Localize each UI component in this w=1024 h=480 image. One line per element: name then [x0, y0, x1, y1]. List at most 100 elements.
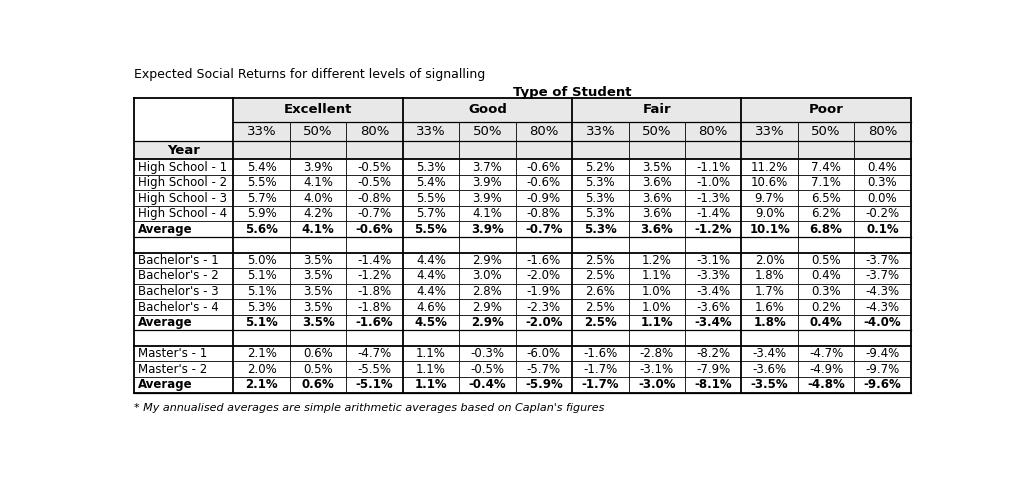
Text: -9.6%: -9.6%: [863, 378, 901, 391]
Text: -1.4%: -1.4%: [357, 254, 391, 267]
Text: 6.5%: 6.5%: [811, 192, 841, 204]
Text: -1.1%: -1.1%: [696, 160, 730, 173]
Text: Master's - 1: Master's - 1: [138, 347, 208, 360]
Text: 4.2%: 4.2%: [303, 207, 333, 220]
Text: 2.0%: 2.0%: [247, 363, 276, 376]
Text: 9.7%: 9.7%: [755, 192, 784, 204]
Text: -8.1%: -8.1%: [694, 378, 732, 391]
Text: -9.4%: -9.4%: [865, 347, 900, 360]
Text: -0.5%: -0.5%: [357, 160, 391, 173]
Text: -1.2%: -1.2%: [694, 223, 732, 236]
Text: 0.6%: 0.6%: [303, 347, 333, 360]
Text: 0.3%: 0.3%: [867, 176, 897, 189]
Text: 7.4%: 7.4%: [811, 160, 841, 173]
Text: -6.0%: -6.0%: [526, 347, 561, 360]
Text: -4.7%: -4.7%: [809, 347, 843, 360]
Text: -3.1%: -3.1%: [696, 254, 730, 267]
Text: -4.3%: -4.3%: [865, 300, 900, 313]
Text: 3.9%: 3.9%: [472, 176, 503, 189]
Text: -5.1%: -5.1%: [355, 378, 393, 391]
Text: 3.0%: 3.0%: [473, 269, 502, 282]
Text: -0.2%: -0.2%: [865, 207, 900, 220]
Text: 5.3%: 5.3%: [416, 160, 445, 173]
Text: 1.8%: 1.8%: [755, 269, 784, 282]
Text: 1.1%: 1.1%: [642, 269, 672, 282]
Text: -3.4%: -3.4%: [694, 316, 732, 329]
Text: -1.9%: -1.9%: [526, 285, 561, 298]
Text: Good: Good: [468, 104, 507, 117]
Text: 3.5%: 3.5%: [303, 254, 333, 267]
Text: Bachelor's - 1: Bachelor's - 1: [138, 254, 219, 267]
Text: -5.5%: -5.5%: [357, 363, 391, 376]
Text: Poor: Poor: [809, 104, 844, 117]
Text: * My annualised averages are simple arithmetic averages based on Caplan's figure: * My annualised averages are simple arit…: [134, 403, 604, 413]
Text: -3.0%: -3.0%: [638, 378, 676, 391]
Text: 5.2%: 5.2%: [586, 160, 615, 173]
Text: 5.1%: 5.1%: [247, 285, 276, 298]
Text: -0.7%: -0.7%: [357, 207, 391, 220]
Text: -2.0%: -2.0%: [525, 316, 562, 329]
Text: 4.4%: 4.4%: [416, 269, 445, 282]
Text: Bachelor's - 3: Bachelor's - 3: [138, 285, 219, 298]
Bar: [233, 121, 910, 141]
Text: 4.1%: 4.1%: [303, 176, 333, 189]
Text: Year: Year: [167, 144, 201, 156]
Text: 5.3%: 5.3%: [247, 300, 276, 313]
Bar: [233, 98, 910, 121]
Text: 5.1%: 5.1%: [245, 316, 278, 329]
Text: 2.9%: 2.9%: [472, 300, 503, 313]
Text: 5.3%: 5.3%: [584, 223, 616, 236]
Text: High School - 1: High School - 1: [138, 160, 227, 173]
Text: 3.5%: 3.5%: [303, 300, 333, 313]
Text: 2.8%: 2.8%: [472, 285, 503, 298]
Text: 1.8%: 1.8%: [754, 316, 786, 329]
Text: 1.6%: 1.6%: [755, 300, 784, 313]
Text: -1.6%: -1.6%: [584, 347, 617, 360]
Text: 0.1%: 0.1%: [866, 223, 899, 236]
Text: Average: Average: [138, 316, 193, 329]
Text: 4.1%: 4.1%: [472, 207, 503, 220]
Text: 1.0%: 1.0%: [642, 300, 672, 313]
Text: 4.6%: 4.6%: [416, 300, 445, 313]
Text: -0.6%: -0.6%: [526, 160, 561, 173]
Text: 0.3%: 0.3%: [811, 285, 841, 298]
Text: 5.5%: 5.5%: [415, 223, 447, 236]
Text: 5.1%: 5.1%: [247, 269, 276, 282]
Text: 0.4%: 0.4%: [810, 316, 843, 329]
Text: -1.7%: -1.7%: [582, 378, 620, 391]
Text: 3.5%: 3.5%: [642, 160, 672, 173]
Text: -0.5%: -0.5%: [357, 176, 391, 189]
Text: 80%: 80%: [529, 125, 558, 138]
Text: Master's - 2: Master's - 2: [138, 363, 208, 376]
Text: 5.5%: 5.5%: [247, 176, 276, 189]
Text: 1.0%: 1.0%: [642, 285, 672, 298]
Text: Excellent: Excellent: [284, 104, 352, 117]
Text: 3.5%: 3.5%: [302, 316, 335, 329]
Text: -1.6%: -1.6%: [355, 316, 393, 329]
Text: 4.4%: 4.4%: [416, 254, 445, 267]
Text: 50%: 50%: [811, 125, 841, 138]
Text: 1.1%: 1.1%: [416, 347, 445, 360]
Text: -1.6%: -1.6%: [526, 254, 561, 267]
Text: 0.2%: 0.2%: [811, 300, 841, 313]
Text: 2.6%: 2.6%: [586, 285, 615, 298]
Text: 1.2%: 1.2%: [642, 254, 672, 267]
Text: 2.5%: 2.5%: [584, 316, 616, 329]
Text: 80%: 80%: [698, 125, 728, 138]
Text: Bachelor's - 2: Bachelor's - 2: [138, 269, 219, 282]
Text: 3.7%: 3.7%: [472, 160, 503, 173]
Text: -3.7%: -3.7%: [865, 269, 900, 282]
Text: 2.5%: 2.5%: [586, 269, 615, 282]
Text: Average: Average: [138, 378, 193, 391]
Text: -2.0%: -2.0%: [526, 269, 561, 282]
Text: 4.1%: 4.1%: [302, 223, 335, 236]
Bar: [134, 141, 910, 159]
Text: -4.9%: -4.9%: [809, 363, 843, 376]
Text: 33%: 33%: [755, 125, 784, 138]
Text: -3.4%: -3.4%: [696, 285, 730, 298]
Text: High School - 4: High School - 4: [138, 207, 227, 220]
Text: 0.4%: 0.4%: [867, 160, 897, 173]
Text: -1.2%: -1.2%: [357, 269, 391, 282]
Text: High School - 3: High School - 3: [138, 192, 227, 204]
Text: 5.4%: 5.4%: [416, 176, 445, 189]
